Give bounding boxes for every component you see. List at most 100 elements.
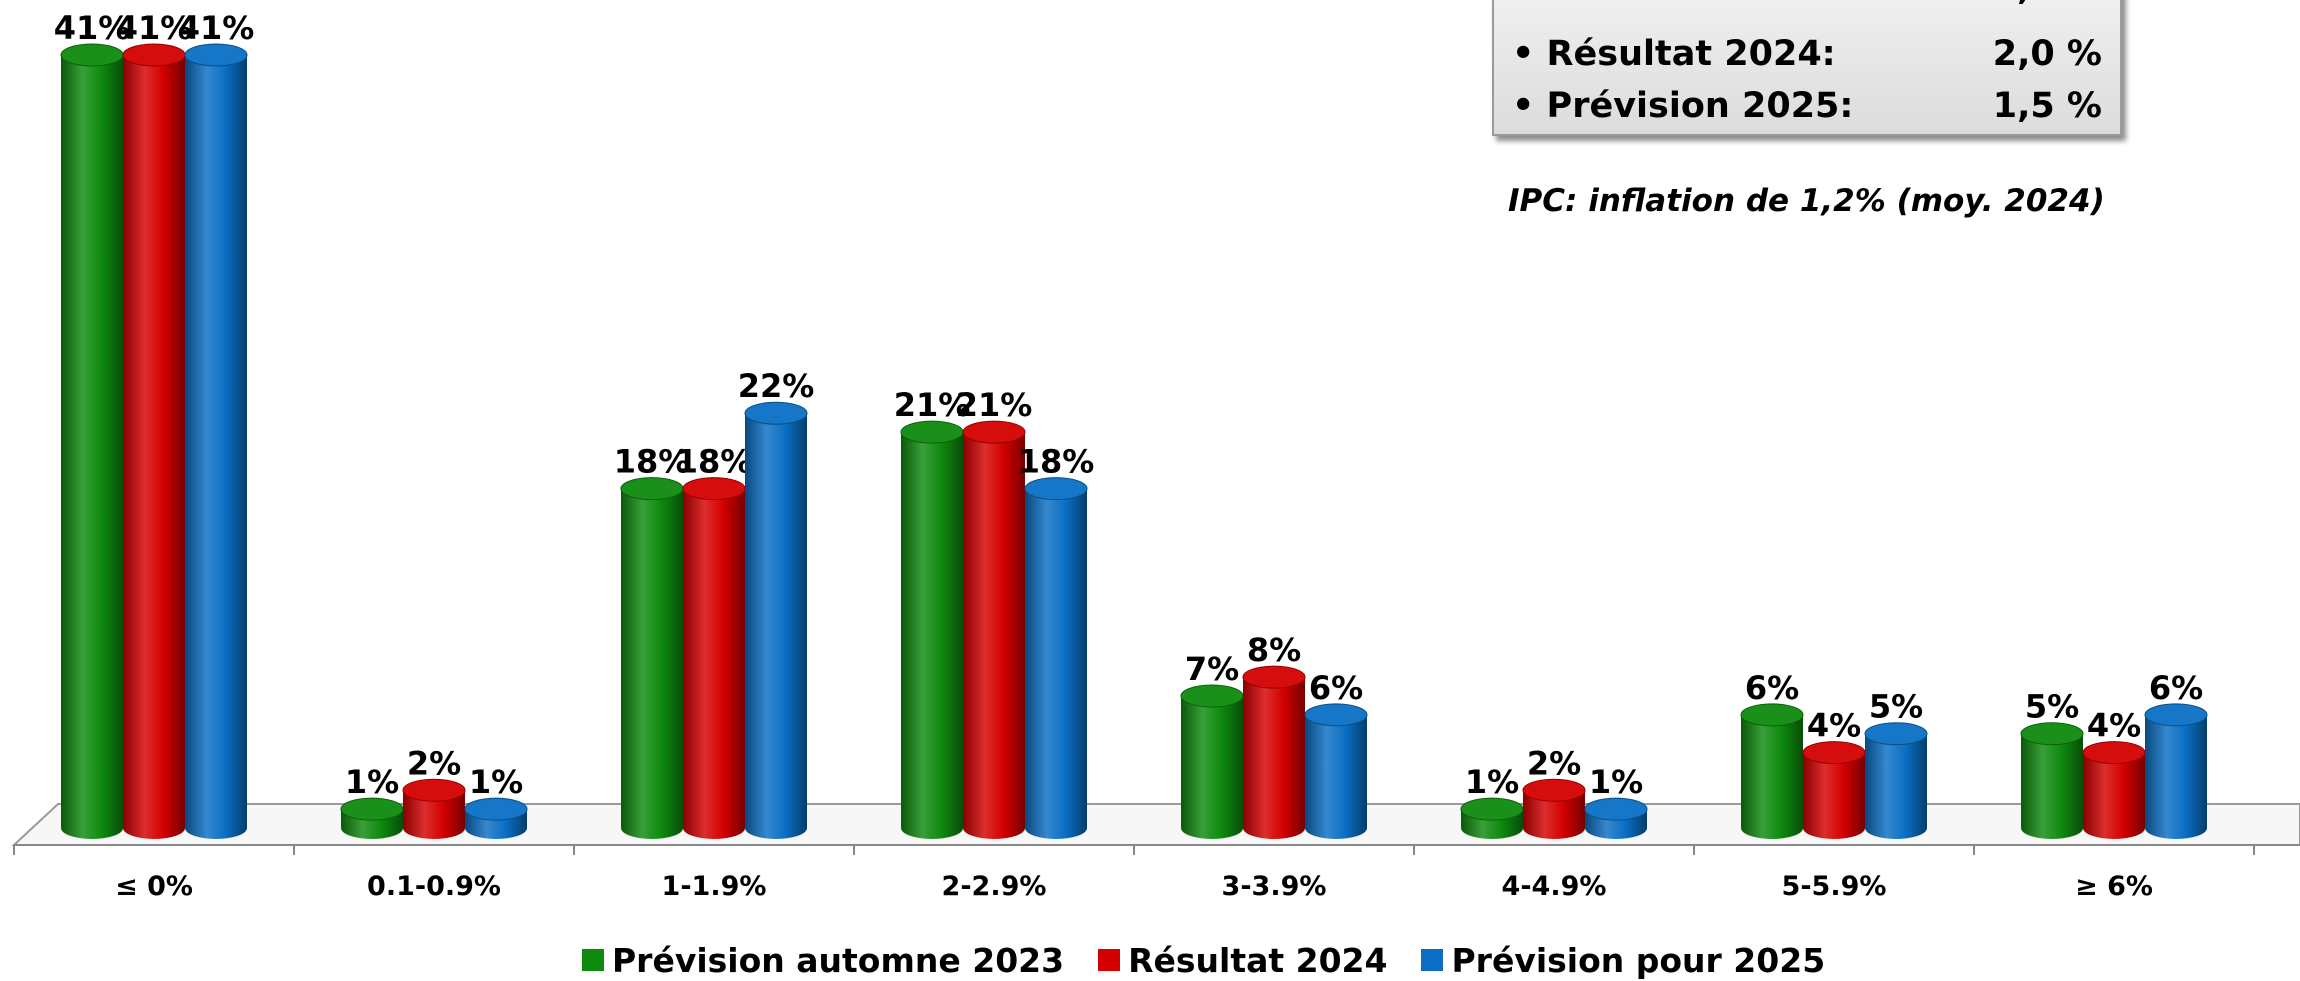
data-label: 18%: [1018, 443, 1095, 481]
data-label: 6%: [1309, 669, 1363, 707]
legend-label: Résultat 2024: [1128, 940, 1388, 980]
data-label: 41%: [54, 9, 131, 47]
data-label: 6%: [1745, 669, 1799, 707]
bar-cap: [900, 420, 964, 444]
legend-label: Prévision pour 2025: [1451, 940, 1826, 980]
bar-cap: [1460, 797, 1524, 821]
bar-cap: [122, 43, 186, 67]
bar-body: [1181, 696, 1243, 839]
bar-body: [683, 488, 745, 839]
legend-swatch: [1098, 949, 1121, 971]
bar-body: [621, 488, 683, 839]
info-row-value: 1,8 %: [1993, 0, 2102, 8]
data-label: 1%: [1465, 763, 1519, 801]
bar-body: [1741, 714, 1803, 839]
info-row-forecast-2025: • Prévision 2025: 1,5 %: [1512, 86, 2102, 134]
bar-cap: [682, 477, 746, 501]
bar-2-2: 22%: [738, 367, 814, 839]
data-label: 41%: [116, 9, 193, 47]
bar-1-3: 21%: [956, 386, 1033, 839]
data-label: 18%: [676, 443, 753, 481]
bar-cap: [1802, 741, 1866, 765]
bar-body: [1305, 714, 1367, 839]
x-axis-tick-labels: ≤ 0% 0.1-0.9% 1-1.9% 2-2.9% 3-3.9% 4-4.9% 5-5.…: [115, 871, 2153, 902]
bar-body: [2021, 733, 2083, 839]
cpi-note: IPC: inflation de 1,2% (moy. 2024): [1508, 183, 2105, 219]
bar-0-6: 6%: [1740, 669, 1804, 839]
bar-2-0: 41%: [178, 9, 254, 839]
x-tick-label: 5-5.9%: [1782, 871, 1887, 902]
bar-cap: [962, 420, 1026, 444]
bar-cap: [620, 477, 684, 501]
bar-body: [185, 55, 247, 839]
bar-cap: [2082, 741, 2146, 765]
chart-bars: 41%41%41%1% 2% 1%18%18%22% 21%21%18%7% 8%6%1…: [54, 9, 2208, 839]
bar-cap: [1864, 722, 1928, 746]
bar-2-7: 6%: [2144, 669, 2208, 839]
bar-cap: [1180, 684, 1244, 708]
bar-0-4: 7%: [1180, 650, 1244, 839]
bar-body: [901, 432, 963, 839]
bar-body: [1865, 733, 1927, 839]
bar-0-5: 1%: [1460, 763, 1524, 839]
x-tick-label: 3-3.9%: [1222, 871, 1327, 902]
legend-label: Prévision automne 2023: [612, 940, 1065, 980]
data-label: 6%: [2149, 669, 2203, 707]
data-label: 2%: [1527, 744, 1581, 782]
x-tick-label: 1-1.9%: [662, 871, 767, 902]
forecast-info-box: • Prévision 2024: 1,8 % • Résultat 2024:…: [1492, 0, 2122, 136]
chart-floor: [11, 803, 2300, 855]
x-tick-label: ≥ 6%: [2075, 871, 2153, 902]
legend-item-series-0: Prévision automne 2023: [582, 941, 1064, 980]
bar-cap: [1242, 665, 1306, 689]
bar-cap: [1024, 477, 1088, 501]
legend-swatch: [582, 949, 604, 971]
data-label: 18%: [614, 443, 691, 481]
bar-0-7: 5%: [2020, 688, 2084, 839]
legend-swatch: [1421, 949, 1444, 971]
legend-item-series-1: Résultat 2024: [1098, 941, 1387, 980]
bar-0-1: 1%: [340, 763, 404, 839]
bar-body: [1025, 488, 1087, 839]
data-label: 21%: [956, 386, 1033, 424]
legend-item-series-2: Prévision pour 2025: [1421, 941, 1825, 980]
data-label: 4%: [1807, 707, 1861, 745]
bar-chart: 41%41%41%1% 2% 1%18%18%22% 21%21%18%7% 8%6%1…: [11, 9, 2300, 902]
data-label: 5%: [2025, 688, 2079, 726]
bar-1-6: 4%: [1802, 707, 1866, 839]
info-row-value: 2,0 %: [1992, 34, 2102, 74]
bar-body: [1803, 752, 1865, 839]
info-row-label: • Prévision 2024:: [1512, 0, 1853, 8]
bar-cap: [464, 797, 528, 821]
bar-cap: [1522, 778, 1586, 802]
info-row-value: 1,5 %: [1992, 86, 2102, 126]
bar-cap: [2144, 703, 2208, 727]
data-label: 1%: [345, 763, 399, 801]
bar-0-0: 41%: [54, 9, 131, 839]
data-label: 4%: [2087, 707, 2141, 745]
data-label: 1%: [1589, 763, 1643, 801]
bar-body: [123, 55, 185, 839]
x-tick-label: 0.1-0.9%: [367, 871, 501, 902]
bar-cap: [402, 778, 466, 802]
bar-body: [2145, 714, 2207, 839]
info-row-label: • Résultat 2024:: [1512, 34, 1836, 74]
bar-2-4: 6%: [1304, 669, 1368, 839]
x-tick-label: ≤ 0%: [115, 871, 193, 902]
data-label: 1%: [469, 763, 523, 801]
bar-cap: [1740, 703, 1804, 727]
bar-1-5: 2%: [1522, 744, 1586, 839]
info-row-result-2024: • Résultat 2024: 2,0 %: [1512, 34, 2102, 82]
bar-body: [2083, 752, 2145, 839]
bar-2-3: 18%: [1018, 443, 1095, 839]
bar-2-1: 1%: [464, 763, 528, 839]
bar-body: [745, 413, 807, 839]
bar-cap: [2020, 722, 2084, 746]
bar-cap: [340, 797, 404, 821]
bar-2-5: 1%: [1584, 763, 1648, 839]
bar-0-2: 18%: [614, 443, 691, 839]
data-label: 21%: [894, 386, 971, 424]
bar-0-3: 21%: [894, 386, 971, 839]
bar-1-2: 18%: [676, 443, 753, 839]
chart-legend: Prévision automne 2023 Résultat 2024 Pré…: [582, 940, 1859, 980]
